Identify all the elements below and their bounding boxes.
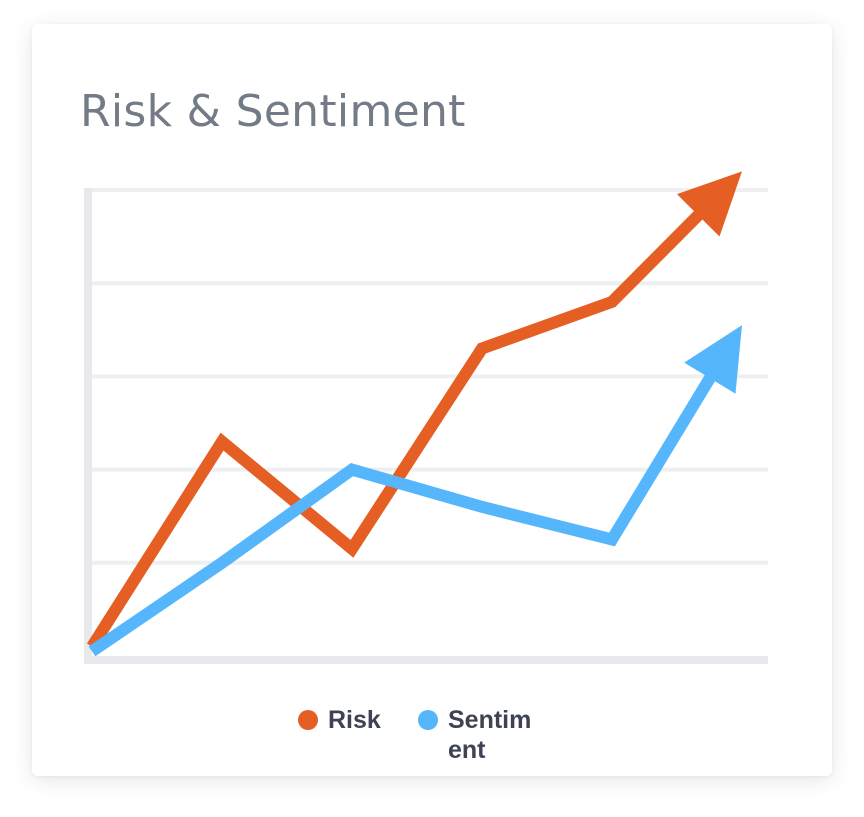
legend-item-sentiment: Sentiment <box>418 705 544 765</box>
series-arrowhead-risk <box>676 171 742 237</box>
series-line-sentiment <box>88 369 719 657</box>
legend-swatch-risk <box>298 710 318 730</box>
legend-item-risk: Risk <box>298 705 381 735</box>
series-line-risk <box>86 206 707 650</box>
legend-swatch-sentiment <box>418 710 438 730</box>
axes <box>84 188 768 664</box>
series-lines <box>86 171 742 657</box>
chart-title: Risk & Sentiment <box>80 86 466 137</box>
legend-label-sentiment: Sentiment <box>448 706 532 764</box>
legend-label-risk: Risk <box>328 706 381 734</box>
series-arrowhead-sentiment <box>684 325 742 394</box>
